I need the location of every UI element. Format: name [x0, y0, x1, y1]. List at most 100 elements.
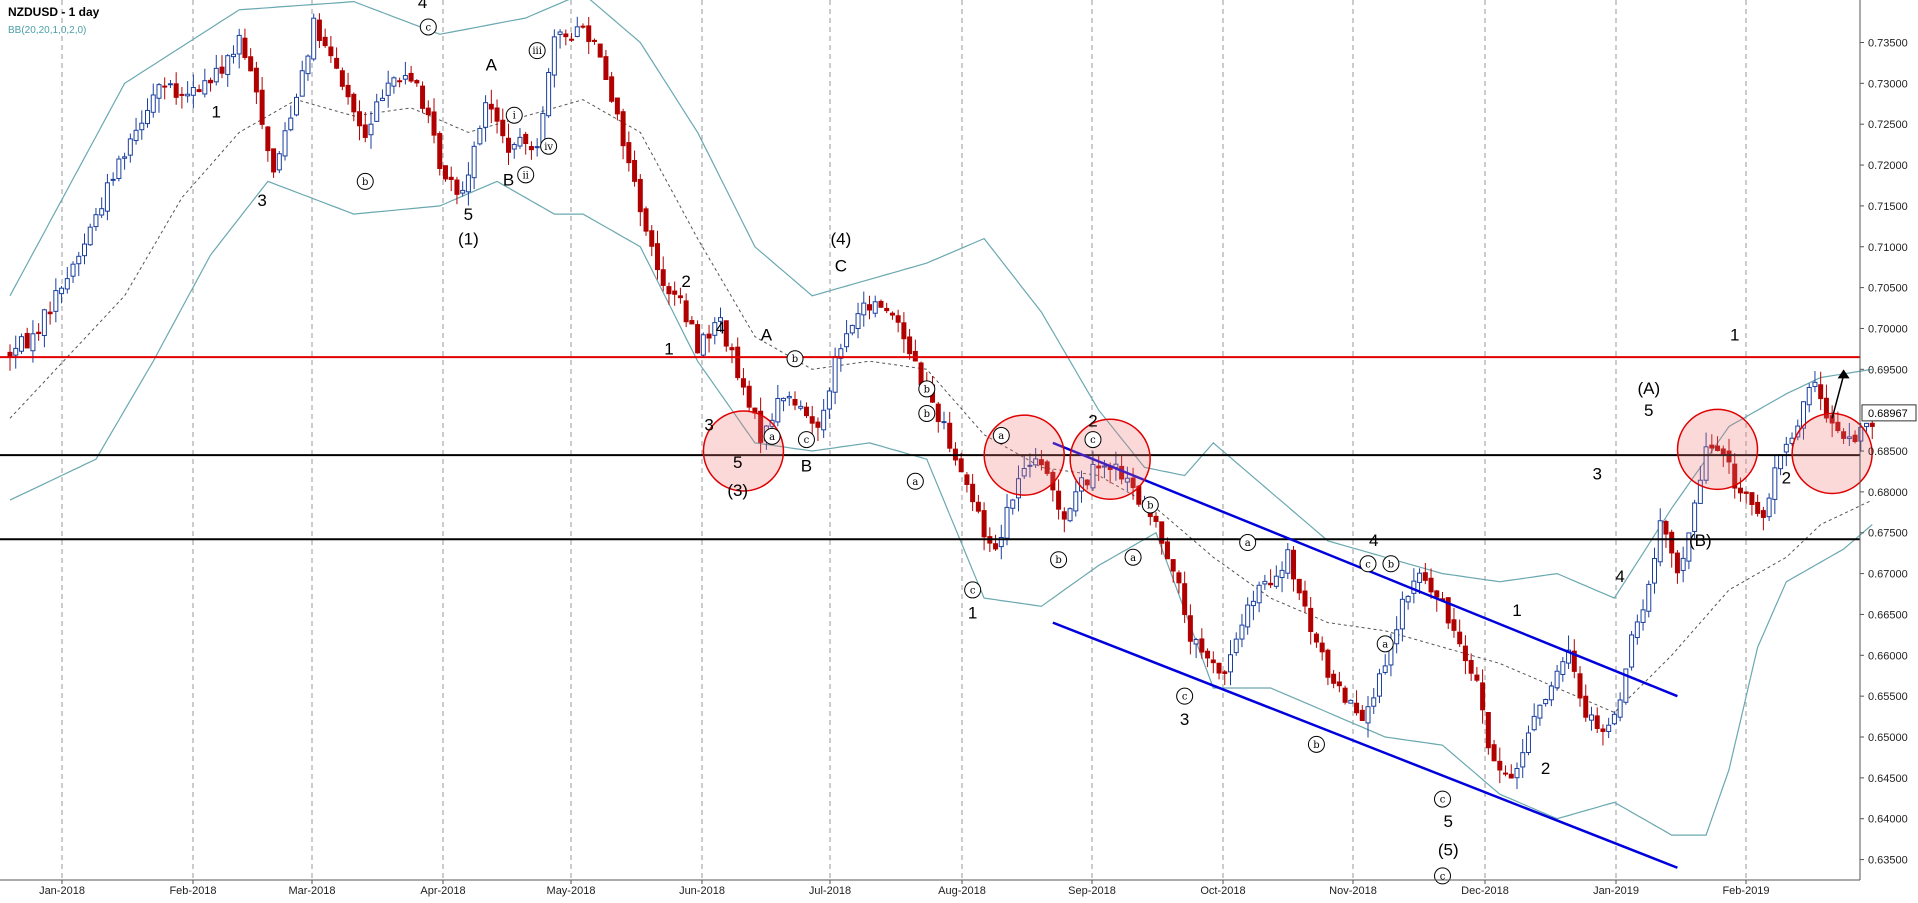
bear-candle [792, 398, 798, 406]
bear-candle [1159, 521, 1165, 544]
bull-candle [1256, 584, 1262, 604]
bear-candle [1319, 642, 1325, 653]
bear-candle [586, 25, 592, 42]
wave-label: 5 [733, 453, 742, 472]
subwave-label: a [1245, 538, 1251, 549]
bear-candle [683, 300, 689, 323]
subwave-label: c [1365, 559, 1371, 570]
bear-candle [1869, 422, 1875, 427]
bull-candle [1772, 467, 1778, 500]
bear-candle [259, 89, 265, 125]
subwave-circle [964, 581, 982, 599]
x-tick-label: Apr-2018 [420, 885, 465, 897]
bear-candle [580, 25, 586, 28]
bull-candle [798, 405, 804, 409]
bear-candle [1503, 772, 1509, 775]
y-tick-label: 0.71500 [1868, 201, 1908, 213]
bull-candle [855, 313, 861, 329]
bear-candle [1061, 511, 1067, 520]
bull-candle [1640, 609, 1646, 623]
bull-candle [1227, 654, 1233, 673]
bear-candle [1038, 459, 1044, 466]
bear-candle [1674, 552, 1680, 574]
bull-candle [1617, 699, 1623, 718]
bear-candle [1732, 463, 1738, 489]
bull-candle [225, 55, 231, 75]
bear-candle [1497, 760, 1503, 771]
bull-candle [1365, 706, 1371, 724]
highlight-circle [702, 410, 785, 492]
bear-candle [1216, 662, 1222, 674]
subwave-circle [505, 106, 523, 124]
bull-candle [76, 255, 82, 265]
wave-label: (4) [830, 229, 851, 248]
bear-candle [265, 126, 271, 152]
bollinger-upper-band [9, 0, 1873, 599]
x-tick-label: Feb-2019 [1722, 885, 1769, 897]
y-tick-label: 0.71000 [1868, 242, 1908, 254]
y-tick-label: 0.70000 [1868, 323, 1908, 335]
bull-candle [368, 123, 374, 136]
bear-candle [1600, 728, 1606, 732]
bull-candle [1021, 468, 1027, 477]
bull-candle [379, 97, 385, 102]
bull-candle [1537, 704, 1543, 719]
bull-candle [53, 290, 59, 312]
bull-candle [110, 178, 116, 181]
bull-candle [127, 138, 133, 156]
bull-candle [391, 77, 397, 87]
wave-label: 5 [1443, 812, 1452, 831]
y-tick-label: 0.64500 [1868, 773, 1908, 785]
bull-candle [1520, 752, 1526, 768]
wave-label: (1) [458, 229, 479, 248]
bull-candle [1703, 446, 1709, 481]
bull-candle [1800, 401, 1806, 429]
y-tick-label: 0.73500 [1868, 37, 1908, 49]
bear-candle [1308, 607, 1314, 632]
bull-candle [483, 102, 489, 128]
bear-candle [597, 43, 603, 58]
bear-candle [1583, 695, 1589, 718]
bear-candle [1354, 702, 1360, 714]
bear-candle [878, 300, 884, 308]
last-price-box [1861, 404, 1917, 422]
bull-candle [133, 129, 139, 142]
wave-label: B [503, 170, 514, 189]
bull-candle [116, 158, 122, 180]
bear-candle [689, 320, 695, 325]
subwave-label: ii [522, 170, 528, 181]
bull-candle [1279, 569, 1285, 579]
bull-candle [534, 146, 540, 149]
bull-candle [402, 75, 408, 80]
bull-candle [826, 390, 832, 410]
bear-candle [1474, 674, 1480, 681]
wave-label: 1 [1512, 601, 1521, 620]
bull-candle [145, 109, 151, 125]
bull-candle [30, 333, 36, 352]
bull-candle [1531, 715, 1537, 731]
subwave-label: b [924, 384, 930, 395]
bull-candle [1090, 463, 1096, 489]
forecast-arrow-shaft [1831, 375, 1845, 419]
y-tick-label: 0.63500 [1868, 855, 1908, 867]
wave-label: 1 [212, 103, 221, 122]
bull-candle [139, 122, 145, 131]
bear-candle [649, 230, 655, 247]
bear-candle [1755, 501, 1761, 514]
bull-candle [1846, 436, 1852, 440]
x-tick-label: Mar-2018 [288, 885, 335, 897]
bear-candle [918, 362, 924, 386]
bear-candle [1325, 649, 1331, 678]
bear-candle [672, 290, 678, 295]
bear-candle [1462, 645, 1468, 662]
bull-candle [70, 263, 76, 277]
y-tick-label: 0.73000 [1868, 78, 1908, 90]
y-tick-label: 0.68000 [1868, 487, 1908, 499]
bear-candle [643, 208, 649, 232]
bear-candle [1480, 682, 1486, 711]
wave-label: 1 [968, 604, 977, 623]
bear-candle [632, 159, 638, 182]
bear-candle [242, 37, 248, 58]
bear-candle [1818, 384, 1824, 400]
bear-candle [1823, 397, 1829, 419]
